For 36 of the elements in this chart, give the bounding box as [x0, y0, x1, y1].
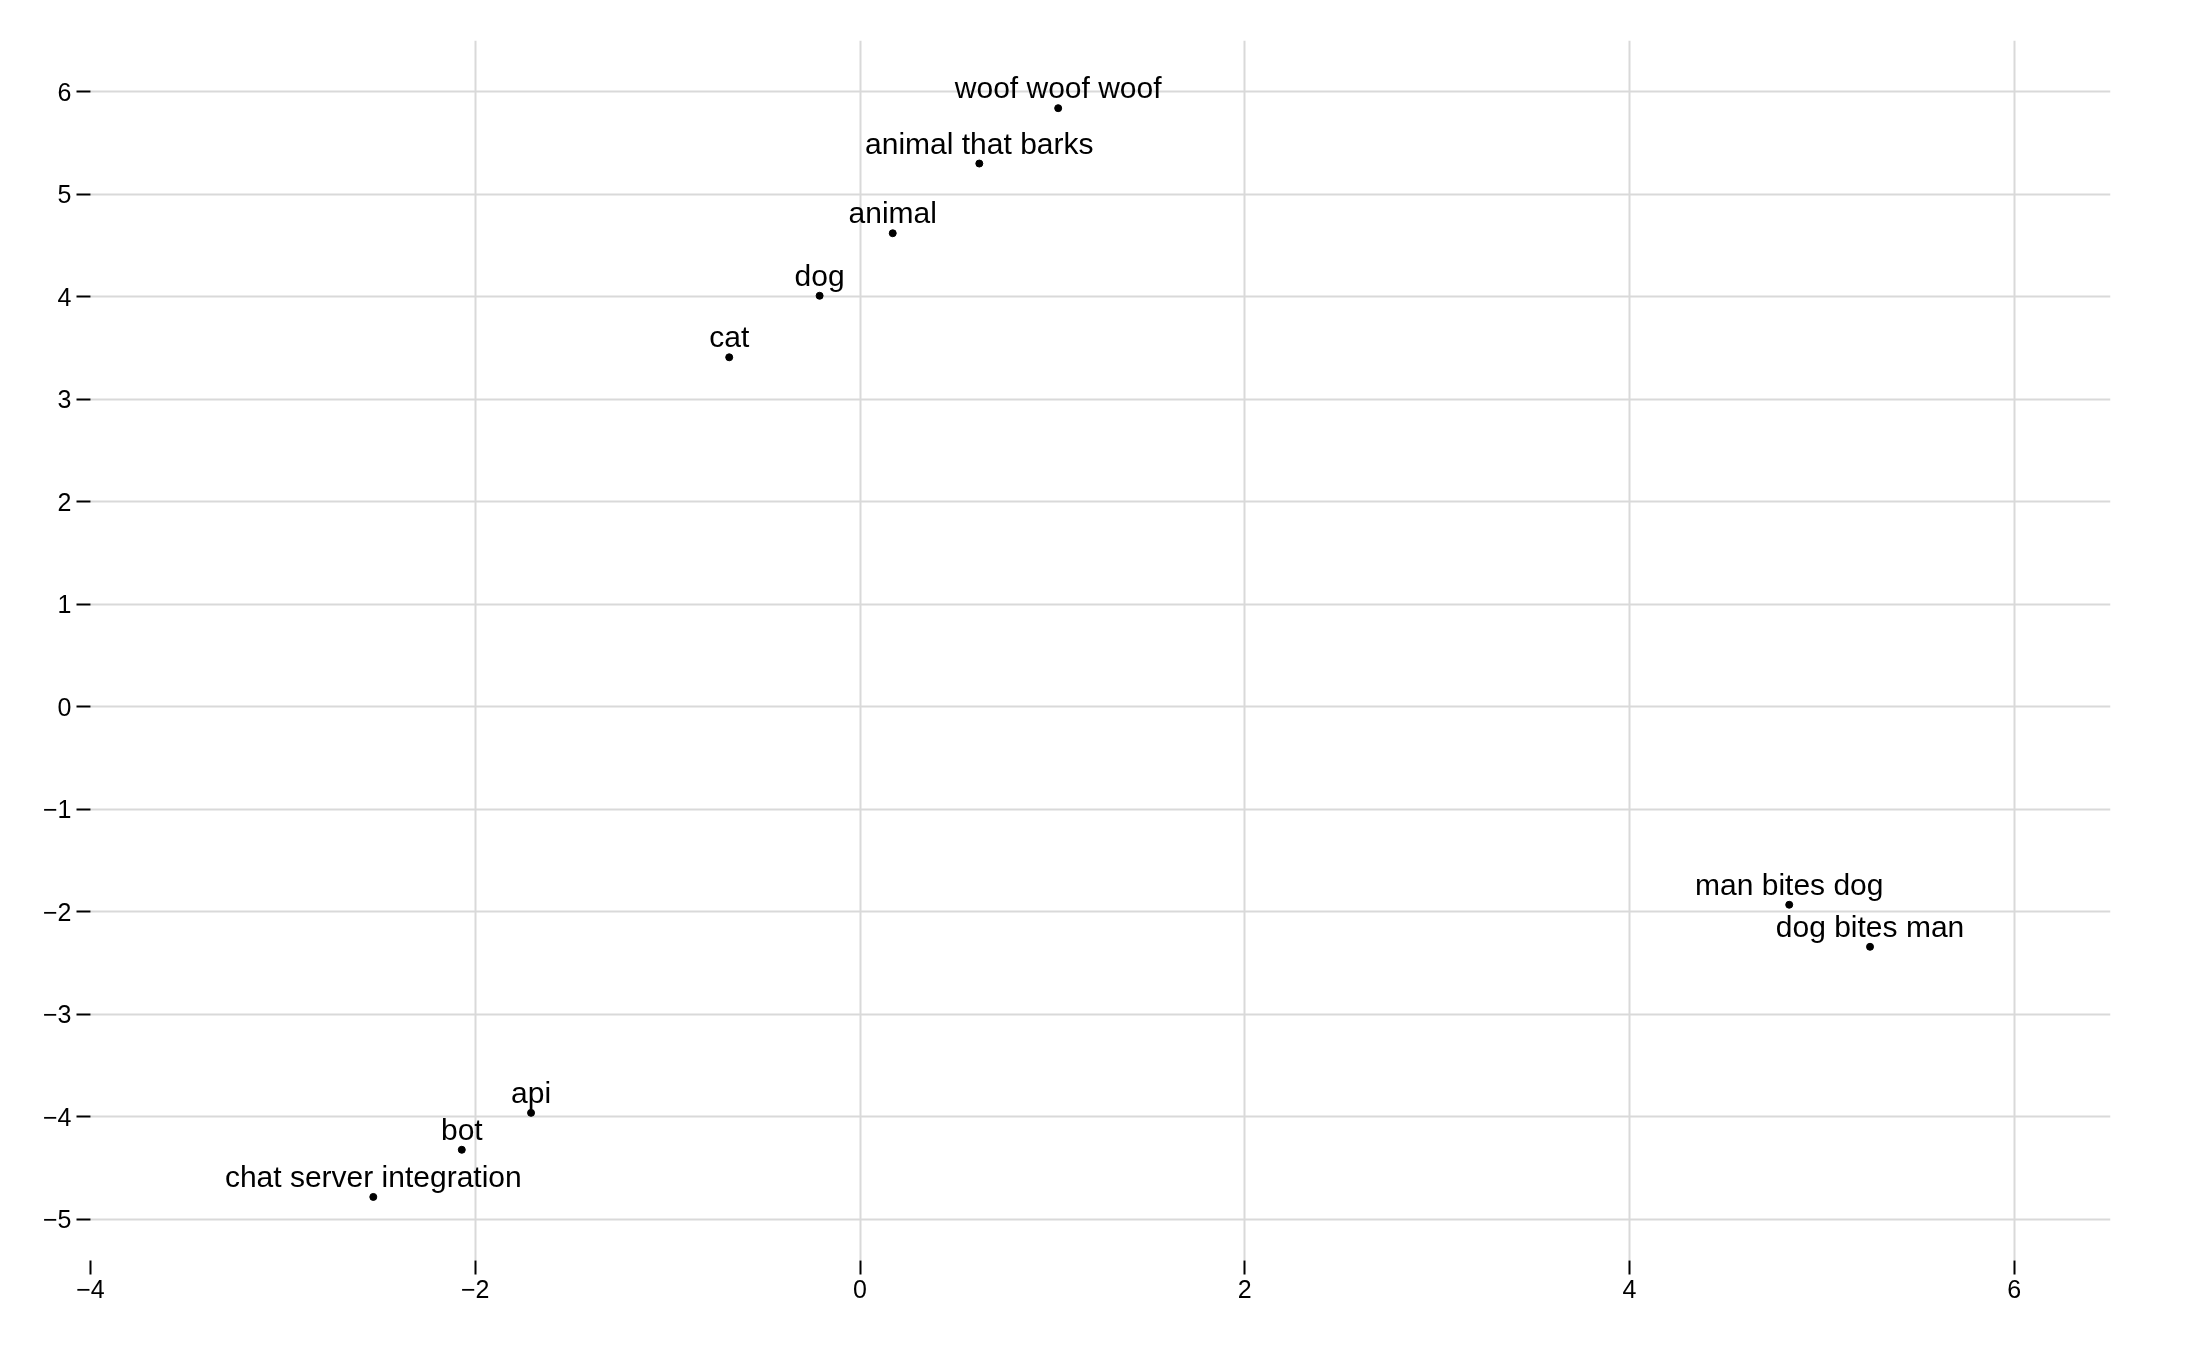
x-tick-label: 4 — [1622, 1274, 1637, 1303]
annotation: bot — [440, 1112, 484, 1146]
annotation: dog — [794, 258, 845, 292]
point — [888, 229, 897, 238]
point — [457, 1145, 466, 1154]
y-tick-label: −1 — [43, 795, 72, 824]
y-tick-label: 1 — [57, 590, 72, 619]
annotation: animal — [848, 196, 937, 230]
y-tick-label: 5 — [57, 180, 72, 209]
y-tick-label: 0 — [57, 692, 72, 721]
annotation: api — [511, 1075, 552, 1109]
point — [1054, 104, 1063, 113]
annotation: dog bites man — [1775, 909, 1965, 943]
x-tick-label: 6 — [2007, 1274, 2022, 1303]
point — [1785, 900, 1794, 909]
y-tick-label: 4 — [57, 282, 72, 311]
x-tick-label: 0 — [853, 1274, 867, 1303]
point — [975, 159, 984, 168]
point — [1866, 942, 1875, 951]
y-tick-label: −3 — [43, 1000, 72, 1029]
point — [725, 353, 734, 362]
x-tick-label: −2 — [461, 1274, 490, 1303]
annotation: cat — [709, 320, 750, 354]
x-tick-label: −4 — [76, 1274, 105, 1303]
y-tick-label: −4 — [43, 1102, 72, 1131]
y-tick-label: 6 — [57, 77, 72, 106]
annotation: woof woof woof — [953, 71, 1163, 105]
x-tick-label: 2 — [1237, 1274, 1252, 1303]
annotation: animal that barks — [865, 126, 1094, 160]
y-tick-label: −2 — [43, 897, 72, 926]
y-tick-label: −5 — [43, 1205, 72, 1234]
point — [369, 1192, 378, 1201]
y-tick-label: 3 — [57, 385, 72, 414]
annotation: man bites dog — [1695, 867, 1884, 901]
annotation: chat server integration — [224, 1159, 522, 1193]
y-tick-label: 2 — [57, 487, 72, 516]
